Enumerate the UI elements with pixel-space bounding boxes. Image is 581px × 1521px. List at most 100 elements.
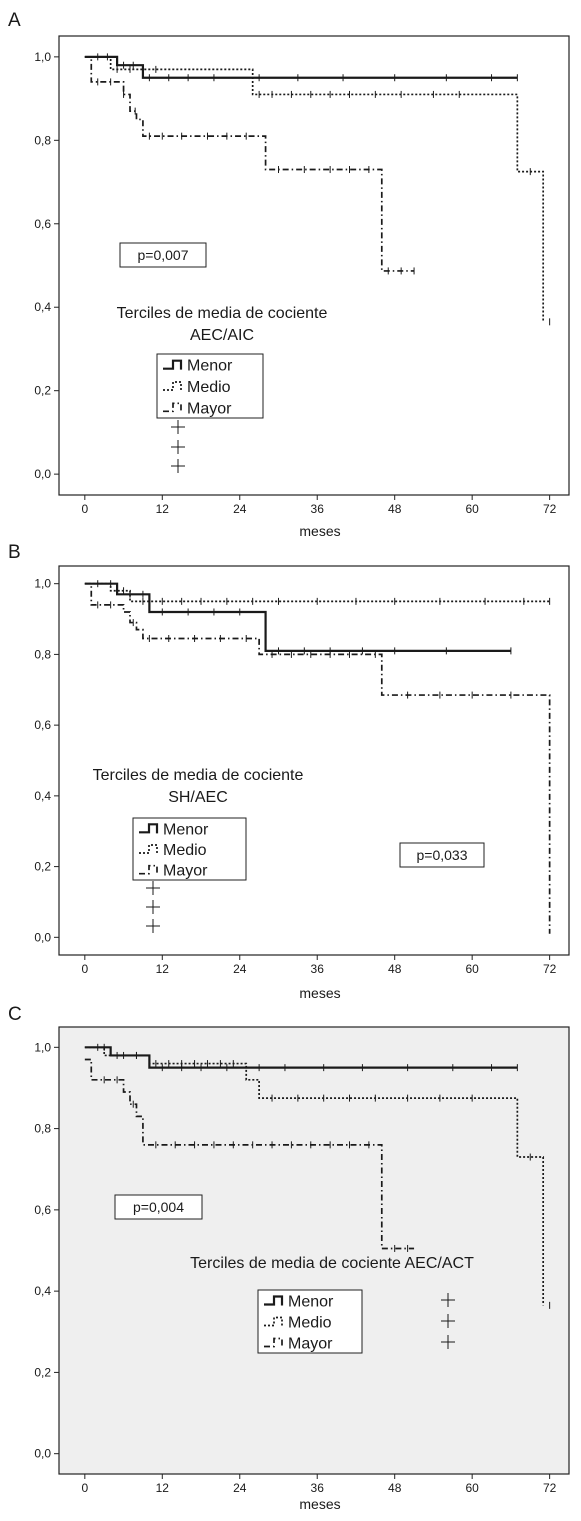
legend-censor-cross-icon: [171, 440, 185, 454]
legend-title-line: SH/AEC: [168, 789, 228, 806]
legend-swatch-medio: [264, 1316, 283, 1327]
x-tick-label: 48: [388, 502, 402, 516]
y-tick-label: 0,6: [34, 217, 51, 231]
legend-label-mayor: Mayor: [187, 400, 232, 417]
survival-step-line-mayor: [84, 582, 551, 934]
legend-swatch-menor: [139, 823, 159, 834]
legend-censor-cross-icon: [146, 919, 160, 933]
legend-censor-cross-icon: [441, 1293, 455, 1307]
x-tick-label: 24: [233, 962, 247, 976]
survival-step-line-mayor: [84, 56, 415, 272]
series-mayor: [84, 56, 415, 275]
x-tick-label: 0: [81, 1481, 88, 1495]
x-tick-label: 72: [543, 962, 557, 976]
series-mayor: [84, 1058, 415, 1252]
y-tick-label: 0,2: [34, 860, 51, 874]
chart-panel-b: B 0,0 0,2 0,4 0,6 0,8 1,0 0 12 24 36 48 60 72 meses p=0…: [8, 542, 570, 1001]
legend-censor-cross-icon: [171, 459, 185, 473]
x-axis-title: meses: [299, 985, 340, 1001]
survival-step-line-medio: [84, 582, 550, 603]
legend-title-line: Terciles de media de cociente AEC/ACT: [190, 1255, 474, 1272]
x-tick-label: 48: [388, 962, 402, 976]
y-tick-label: 0,6: [34, 718, 51, 732]
legend-label-medio: Medio: [163, 842, 207, 859]
survival-step-line-menor: [84, 582, 511, 652]
y-tick-label: 1,0: [34, 50, 51, 64]
p-value-label: p=0,007: [138, 247, 189, 263]
series-medio: [84, 1046, 551, 1309]
plot-background: [59, 1027, 569, 1474]
series-medio: [84, 56, 551, 326]
legend-swatch-menor: [264, 1295, 284, 1306]
legend-swatch-mayor: [139, 864, 158, 875]
y-tick-label: 0,0: [34, 930, 51, 944]
legend-label-menor: Menor: [288, 1294, 334, 1311]
x-tick-label: 60: [465, 962, 479, 976]
legend-swatch-medio: [163, 381, 182, 391]
legend-censor-cross-icon: [171, 420, 185, 434]
x-tick-label: 12: [156, 502, 170, 516]
legend-label-medio: Medio: [187, 379, 231, 396]
legend-swatch-menor: [163, 359, 183, 370]
y-tick-label: 0,8: [34, 133, 51, 147]
legend-title-line: AEC/AIC: [190, 327, 254, 344]
x-tick-label: 72: [543, 1481, 557, 1495]
x-tick-label: 48: [388, 1481, 402, 1495]
panel-letter: A: [8, 10, 21, 31]
plot-frame: [58, 1026, 570, 1475]
x-tick-label: 0: [81, 502, 88, 516]
x-axis-title: meses: [299, 1496, 340, 1512]
y-tick-label: 0,6: [34, 1203, 51, 1217]
y-tick-label: 1,0: [34, 577, 51, 591]
y-tick-label: 0,2: [34, 1365, 51, 1379]
plot-frame: [58, 565, 570, 956]
legend-title-line: Terciles de media de cociente: [117, 305, 328, 322]
survival-step-line-medio: [84, 1046, 545, 1306]
survival-step-line-medio: [84, 56, 545, 322]
y-tick-label: 0,8: [34, 647, 51, 661]
survival-step-line-menor: [84, 55, 518, 79]
legend-label-mayor: Mayor: [288, 1336, 333, 1353]
x-tick-label: 60: [465, 502, 479, 516]
y-tick-label: 0,0: [34, 1447, 51, 1461]
legend-swatch-mayor: [264, 1337, 283, 1348]
legend-label-menor: Menor: [187, 358, 233, 375]
x-tick-label: 12: [156, 1481, 170, 1495]
x-tick-label: 0: [81, 962, 88, 976]
x-tick-label: 72: [543, 502, 557, 516]
legend-box: [257, 1289, 363, 1354]
legend-box: [132, 817, 247, 881]
legend-censor-cross-icon: [146, 900, 160, 914]
series-mayor: [84, 582, 551, 934]
legend-label-mayor: Mayor: [163, 863, 208, 880]
x-tick-label: 36: [311, 962, 325, 976]
x-tick-label: 24: [233, 1481, 247, 1495]
y-tick-label: 0,2: [34, 384, 51, 398]
x-tick-label: 24: [233, 502, 247, 516]
x-tick-label: 12: [156, 962, 170, 976]
legend-label-medio: Medio: [288, 1315, 332, 1332]
series-medio: [84, 582, 551, 605]
plot-background: [59, 566, 569, 955]
legend-censor-cross-icon: [146, 881, 160, 895]
legend-censor-cross-icon: [441, 1335, 455, 1349]
p-value-box: [399, 842, 485, 868]
p-value-box: [119, 242, 207, 268]
y-tick-label: 0,0: [34, 467, 51, 481]
legend-censor-cross-icon: [441, 1314, 455, 1328]
panel-letter: C: [8, 1004, 22, 1025]
legend-swatch-mayor: [163, 402, 182, 413]
legend-label-menor: Menor: [163, 821, 209, 838]
p-value-box: [114, 1194, 203, 1220]
chart-panel-a: A 0,0 0,2 0,4 0,6 0,8 1,0 0 12 24 36 48 60 72 meses p=0…: [8, 10, 570, 539]
x-tick-label: 36: [311, 502, 325, 516]
legend-swatch-medio: [139, 844, 158, 854]
y-tick-label: 0,4: [34, 300, 51, 314]
panel-letter: B: [8, 542, 21, 563]
y-tick-label: 1,0: [34, 1040, 51, 1054]
plot-frame: [58, 35, 570, 496]
y-tick-label: 0,4: [34, 1284, 51, 1298]
y-tick-label: 0,8: [34, 1122, 51, 1136]
